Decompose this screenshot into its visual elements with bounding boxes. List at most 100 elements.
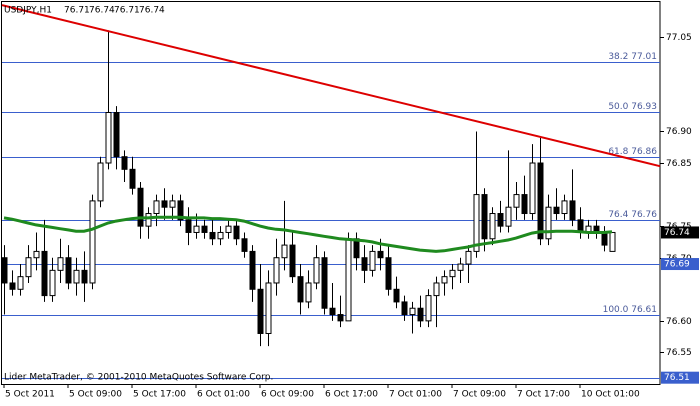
candle-body bbox=[457, 263, 464, 271]
candle-body bbox=[241, 238, 248, 252]
x-tick-label: 5 Oct 17:00 bbox=[133, 390, 186, 400]
candle-body bbox=[529, 162, 536, 215]
candle-body bbox=[233, 225, 240, 240]
candle-body bbox=[505, 206, 512, 227]
candle-body bbox=[609, 231, 616, 252]
candle-body bbox=[145, 213, 152, 227]
candle-body bbox=[401, 301, 408, 316]
candle-body bbox=[73, 269, 80, 284]
candle-body bbox=[25, 257, 32, 278]
candle-body bbox=[497, 213, 504, 227]
fib-label: 38.2 77.01 bbox=[608, 52, 657, 62]
x-tick-label: 6 Oct 17:00 bbox=[325, 390, 378, 400]
candle-body bbox=[49, 269, 56, 297]
candle-body bbox=[481, 194, 488, 240]
candle-body bbox=[129, 168, 136, 189]
candle-body bbox=[225, 225, 232, 233]
x-tick-label: 7 Oct 17:00 bbox=[517, 390, 570, 400]
x-tick-label: 6 Oct 01:00 bbox=[197, 390, 250, 400]
candle-body bbox=[321, 257, 328, 309]
fib-label: 50.0 76.93 bbox=[608, 102, 657, 112]
candle-body bbox=[433, 282, 440, 297]
footer: Lider MetaTrader, © 2001-2010 MetaQuotes… bbox=[4, 373, 273, 383]
fib-label: 100.0 76.61 bbox=[603, 305, 657, 315]
candle-body bbox=[193, 225, 200, 233]
candle-body bbox=[281, 244, 288, 259]
candle-body bbox=[137, 187, 144, 227]
plot-frame bbox=[1, 1, 661, 385]
x-tick-label: 5 Oct 09:00 bbox=[69, 390, 122, 400]
candle-body bbox=[153, 200, 160, 215]
fib-label: 61.8 76.86 bbox=[608, 147, 657, 157]
last-price-label: 76.74 bbox=[664, 228, 690, 238]
candle-body bbox=[601, 231, 608, 246]
candle-body bbox=[369, 250, 376, 271]
x-tick-label: 7 Oct 01:00 bbox=[389, 390, 442, 400]
candle-body bbox=[337, 314, 344, 322]
candle-body bbox=[249, 250, 256, 290]
y-tick-label: 76.60 bbox=[666, 317, 692, 327]
moving-average bbox=[3, 215, 613, 253]
candle-body bbox=[57, 257, 64, 271]
candle-body bbox=[113, 111, 120, 158]
y-tick-label: 76.85 bbox=[666, 159, 692, 169]
candle-body bbox=[201, 225, 208, 233]
candle-body bbox=[513, 194, 520, 208]
candle-body bbox=[65, 257, 72, 284]
ohlc-open: 76.71 bbox=[64, 6, 90, 16]
candle-body bbox=[209, 231, 216, 240]
candle-body bbox=[393, 288, 400, 303]
ohlc-close: 76.74 bbox=[139, 6, 165, 16]
y-tick-label: 77.05 bbox=[666, 33, 692, 43]
candle-body bbox=[289, 244, 296, 278]
candle-body bbox=[377, 250, 384, 259]
y-tick-label: 76.90 bbox=[666, 127, 692, 137]
trendline bbox=[1, 4, 661, 168]
ohlc-high: 76.74 bbox=[89, 6, 115, 16]
candle-body bbox=[545, 206, 552, 240]
level-axis-label: 76.69 bbox=[664, 260, 690, 270]
candle-body bbox=[9, 282, 16, 290]
candle-body bbox=[81, 269, 88, 284]
candle-body bbox=[553, 206, 560, 215]
candle-body bbox=[465, 250, 472, 265]
candle-body bbox=[161, 200, 168, 208]
candle-body bbox=[569, 200, 576, 221]
level-axis-label-box bbox=[661, 258, 699, 271]
candle-body bbox=[385, 257, 392, 290]
candle-body bbox=[305, 282, 312, 303]
ohlc-low: 76.71 bbox=[114, 6, 140, 16]
candle-body bbox=[449, 269, 456, 278]
x-tick-label: 5 Oct 2011 bbox=[5, 390, 55, 400]
fib-label: 76.4 76.76 bbox=[608, 210, 657, 220]
candle-body bbox=[17, 276, 24, 290]
candle-body bbox=[273, 257, 280, 284]
candle-body bbox=[257, 288, 264, 334]
candle-body bbox=[313, 257, 320, 284]
candle-body bbox=[217, 231, 224, 240]
candle-body bbox=[409, 307, 416, 316]
candle-body bbox=[441, 276, 448, 284]
y-tick-label: 76.55 bbox=[666, 348, 692, 358]
candle-body bbox=[561, 200, 568, 215]
candle-body bbox=[265, 282, 272, 334]
candle-body bbox=[345, 238, 352, 322]
candle-body bbox=[417, 307, 424, 322]
candle-body bbox=[89, 200, 96, 284]
candle-body bbox=[361, 257, 368, 271]
x-tick-label: 10 Oct 01:00 bbox=[581, 390, 640, 400]
candle-body bbox=[169, 200, 176, 208]
candle-body bbox=[97, 162, 104, 202]
candle-body bbox=[121, 156, 128, 170]
candle-body bbox=[177, 200, 184, 221]
candle-body bbox=[473, 194, 480, 252]
candle-body bbox=[297, 276, 304, 303]
chart-title: USDJPY,H1 bbox=[4, 6, 52, 16]
candle-body bbox=[521, 194, 528, 215]
candle-body bbox=[489, 213, 496, 240]
candle-body bbox=[185, 219, 192, 233]
candle-body bbox=[33, 250, 40, 259]
x-tick-label: 6 Oct 09:00 bbox=[261, 390, 314, 400]
candle-body bbox=[1, 257, 8, 284]
